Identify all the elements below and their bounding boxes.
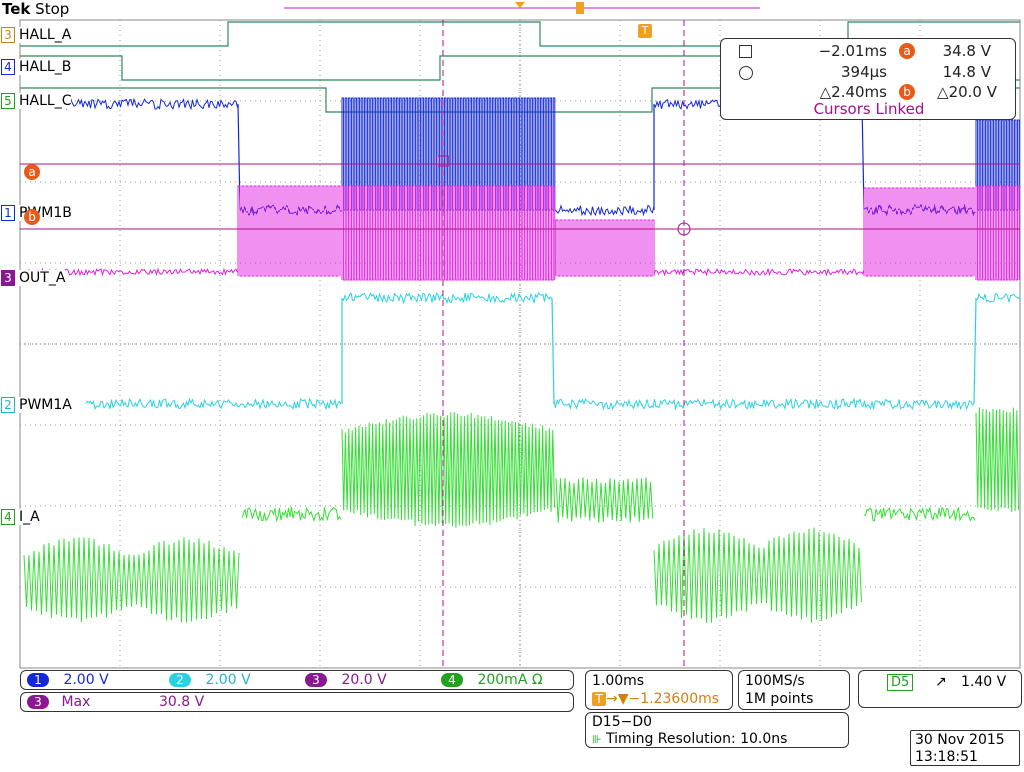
run-state[interactable]: Stop xyxy=(35,0,69,18)
channel-label-hall-a[interactable]: 3 HALL_A xyxy=(1,24,71,43)
circle-cursor-icon xyxy=(739,66,753,80)
record-length: 1M points xyxy=(745,691,813,707)
channel-tag: 4 xyxy=(1,509,15,525)
ch1-scale[interactable]: 1 2.00 V xyxy=(27,672,109,688)
timing-resolution: ⊪ Timing Resolution: 10.0ns xyxy=(592,731,787,747)
channel-tag: 3 xyxy=(1,27,15,43)
channel-tag: 2 xyxy=(1,397,15,413)
channel-name: HALL_A xyxy=(19,27,71,43)
time-per-div: 1.00ms xyxy=(592,673,644,689)
channel-scale-bar: 1 2.00 V 2 2.00 V 3 20.0 V 4 200mA Ω xyxy=(20,670,574,690)
channel-name: I_A xyxy=(19,509,40,525)
channel-name: HALL_C xyxy=(19,93,71,109)
trigger-panel[interactable]: D5 ↗ 1.40 V xyxy=(858,670,1022,708)
cursor-a-marker[interactable]: a xyxy=(24,164,40,180)
cursor-time-1: −2.01ms xyxy=(797,42,887,60)
header: Tek Stop xyxy=(2,0,69,18)
channel-name: OUT_A xyxy=(19,270,65,286)
channel-tag: 3 xyxy=(1,270,15,286)
trigger-source: D5 xyxy=(887,674,913,691)
channel-name: HALL_B xyxy=(19,59,71,75)
time: 13:18:51 xyxy=(915,749,978,765)
trigger-position-icon xyxy=(515,2,525,8)
cursors-linked-label: Cursors Linked xyxy=(721,100,1017,118)
cursor-b-badge: b xyxy=(899,84,915,100)
brand-logo: Tek xyxy=(2,0,30,18)
cursor-b-voltage: 14.8 V xyxy=(921,63,991,81)
trigger-marker-icon[interactable]: T xyxy=(638,24,652,38)
cursor-a-voltage: 34.8 V xyxy=(921,42,991,60)
trigger-slope-icon: ↗ xyxy=(935,674,947,690)
cursor-delta-time: △2.40ms xyxy=(781,83,887,101)
digital-group: D15−D0 xyxy=(592,714,652,730)
cursor-b-marker[interactable]: b xyxy=(24,209,40,225)
ch4-scale[interactable]: 4 200mA Ω xyxy=(441,672,543,688)
datetime-panel: 30 Nov 2015 13:18:51 xyxy=(910,730,1020,766)
channel-label-pwm1a[interactable]: 2 PWM1A xyxy=(1,394,72,413)
ch2-scale[interactable]: 2 2.00 V xyxy=(169,672,251,688)
acquisition-panel[interactable]: 100MS/s 1M points xyxy=(738,670,850,710)
digital-panel[interactable]: D15−D0 ⊪ Timing Resolution: 10.0ns xyxy=(585,712,849,748)
cursor-a-badge: a xyxy=(899,43,915,59)
digital-icon: ⊪ xyxy=(592,733,602,746)
channel-tag: 1 xyxy=(1,205,15,221)
cursor-readout: −2.01ms 394µs △2.40ms a b 34.8 V 14.8 V … xyxy=(720,38,1016,120)
square-cursor-icon xyxy=(739,45,752,58)
channel-tag: 4 xyxy=(1,59,15,75)
channel-label-hall-c[interactable]: 5 HALL_C xyxy=(1,90,71,109)
measurement-max[interactable]: 3 Max xyxy=(27,694,90,710)
cursor-time-2: 394µs xyxy=(797,63,887,81)
measurement-value: 30.8 V xyxy=(159,694,204,710)
sample-rate: 100MS/s xyxy=(745,673,805,689)
trigger-point-icon xyxy=(576,2,584,14)
channel-label-out-a[interactable]: 3 OUT_A xyxy=(1,267,65,286)
trigger-icon: T xyxy=(592,692,606,706)
channel-tag: 5 xyxy=(1,93,15,109)
channel-label-hall-b[interactable]: 4 HALL_B xyxy=(1,56,71,75)
timebase-panel[interactable]: 1.00ms T →▼−1.23600ms xyxy=(585,670,733,710)
channel-label-i-a[interactable]: 4 I_A xyxy=(1,506,40,525)
cursor-delta-voltage: △20.0 V xyxy=(917,83,997,101)
measurement-bar: 3 Max 30.8 V xyxy=(20,692,574,712)
ch3-scale[interactable]: 3 20.0 V xyxy=(305,672,387,688)
channel-name: PWM1A xyxy=(19,397,72,413)
trigger-position: T →▼−1.23600ms xyxy=(592,691,719,707)
date: 30 Nov 2015 xyxy=(915,732,1005,748)
trigger-level: 1.40 V xyxy=(961,674,1006,690)
